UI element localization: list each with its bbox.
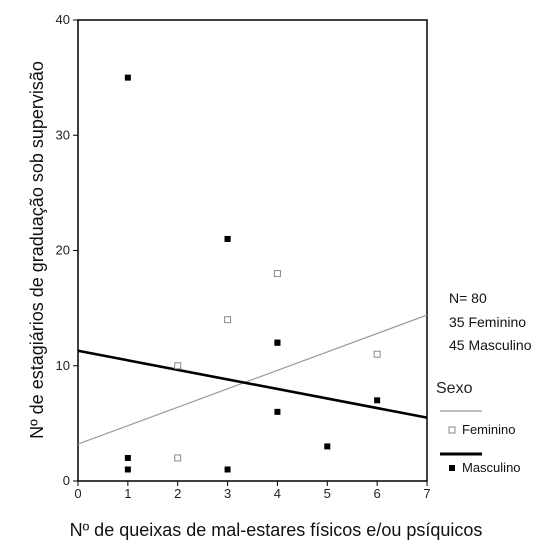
point-feminino (174, 362, 182, 370)
x-axis-title: Nº de queixas de mal-estares físicos e/o… (70, 520, 483, 540)
point-masculino (124, 454, 131, 461)
point-masculino (274, 339, 281, 346)
x-tick-label: 4 (274, 486, 281, 501)
plot-frame (77, 19, 428, 482)
fit-line-feminino (77, 314, 428, 445)
y-tick-label: 30 (56, 127, 70, 142)
fit-lines (77, 314, 428, 445)
x-axis-ticks: 0 1 2 3 4 5 6 7 (74, 481, 431, 501)
legend-marker-feminino (448, 426, 456, 434)
y-tick-label: 40 (56, 12, 70, 27)
y-tick-label: 10 (56, 358, 70, 373)
legend-label-feminino: Feminino (462, 422, 515, 437)
point-masculino (374, 397, 381, 404)
point-masculino (274, 408, 281, 415)
legend-label-masculino: Masculino (462, 460, 521, 475)
annotation-masculino: 45 Masculino (449, 337, 532, 353)
point-feminino (174, 454, 182, 462)
sample-annotation: N= 80 35 Feminino 45 Masculino (449, 290, 532, 353)
point-feminino (273, 270, 281, 278)
y-axis-ticks: 0 10 20 30 40 (56, 12, 78, 488)
x-tick-label: 3 (224, 486, 231, 501)
x-tick-label: 5 (324, 486, 331, 501)
point-masculino (224, 235, 231, 242)
plot-area (77, 19, 428, 482)
annotation-feminino: 35 Feminino (449, 314, 526, 330)
data-points (124, 74, 381, 473)
point-feminino (373, 350, 381, 358)
legend-title: Sexo (436, 380, 473, 397)
x-tick-label: 7 (423, 486, 430, 501)
point-masculino (124, 466, 131, 473)
fit-line-masculino (77, 349, 428, 419)
annotation-n: N= 80 (449, 290, 487, 306)
legend: Sexo Feminino Masculino (436, 380, 521, 475)
y-tick-label: 0 (63, 473, 70, 488)
x-tick-label: 6 (374, 486, 381, 501)
x-tick-label: 1 (124, 486, 131, 501)
x-tick-label: 0 (74, 486, 81, 501)
legend-marker-masculino (449, 465, 455, 471)
y-tick-label: 20 (56, 243, 70, 258)
x-tick-label: 2 (174, 486, 181, 501)
point-masculino (224, 466, 231, 473)
y-axis-title: Nº de estagiários de graduação sob super… (27, 61, 47, 439)
point-masculino (324, 443, 331, 450)
point-masculino (124, 74, 131, 81)
point-feminino (224, 316, 232, 324)
